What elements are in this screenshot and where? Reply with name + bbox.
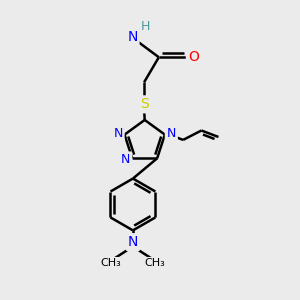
Text: N: N [121,153,130,166]
Text: H: H [140,20,150,33]
Text: CH₃: CH₃ [100,258,121,268]
Text: S: S [140,98,148,111]
Text: N: N [113,127,123,140]
Text: O: O [188,50,199,64]
Text: CH₃: CH₃ [145,258,165,268]
Text: N: N [127,30,137,44]
Text: N: N [128,235,138,249]
Text: N: N [167,127,176,140]
